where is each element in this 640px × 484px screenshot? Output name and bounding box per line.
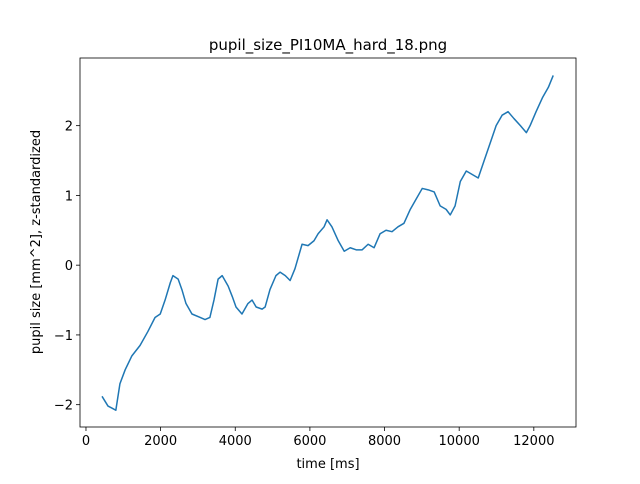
plot-frame (79, 57, 577, 428)
chart-title: pupil_size_PI10MA_hard_18.png (209, 36, 447, 55)
x-tick-label: 2000 (144, 434, 177, 449)
y-tick-label: −2 (54, 399, 73, 414)
y-tick-label: 2 (65, 120, 73, 135)
x-tick-label: 8000 (368, 434, 401, 449)
y-tick-label: −1 (54, 329, 73, 344)
x-tick-label: 12000 (513, 434, 554, 449)
y-tick-label: 1 (65, 189, 73, 204)
x-tick-label: 10000 (439, 434, 480, 449)
data-line (101, 75, 554, 412)
x-tick-label: 6000 (293, 434, 326, 449)
x-axis-label: time [ms] (296, 457, 359, 472)
x-tick-label: 0 (82, 434, 90, 449)
x-tick-label: 4000 (219, 434, 252, 449)
y-tick-label: 0 (65, 259, 73, 274)
y-axis-label: pupil size [mm^2], z-standardized (29, 130, 44, 354)
